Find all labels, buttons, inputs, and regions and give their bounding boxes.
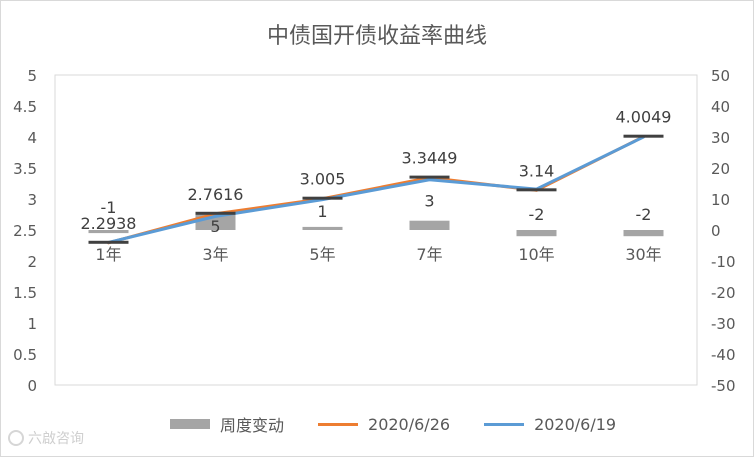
x-axis-tick-label: 3年 [202, 245, 228, 264]
left-axis-tick-label: 4 [27, 129, 37, 147]
series-line-2 [107, 135, 645, 244]
bar [409, 220, 450, 230]
plot-area [54, 74, 698, 386]
right-axis-tick-label: 40 [711, 98, 730, 116]
line-data-label: 3.14 [519, 161, 555, 180]
x-axis-tick-label: 1年 [95, 245, 121, 264]
watermark-text: 六啟咨询 [28, 431, 84, 447]
legend-swatch-line1 [318, 422, 359, 426]
right-axis-tick-label: 30 [711, 129, 730, 147]
right-axis-tick-label: -30 [711, 315, 736, 333]
bar-data-label: 3 [424, 192, 434, 211]
right-axis-tick-label: -50 [711, 377, 736, 395]
point-marker [516, 188, 557, 192]
left-axis-tick-label: 0 [27, 377, 37, 395]
legend-label-line2: 2020/6/19 [534, 414, 617, 434]
bar [88, 230, 129, 234]
legend-label-line1: 2020/6/26 [368, 414, 451, 434]
bar [516, 230, 557, 237]
right-axis-tick-label: 10 [711, 191, 730, 209]
left-axis-tick-label: 2.5 [13, 222, 37, 240]
left-axis-tick-label: 3 [27, 191, 37, 209]
right-axis-tick-label: 0 [711, 222, 721, 240]
legend-label-bar: 周度变动 [220, 416, 285, 435]
line-data-label: 2.7616 [188, 185, 244, 204]
legend-item-line1: 2020/6/26 [318, 415, 450, 434]
legend-swatch-line2 [484, 422, 525, 426]
x-axis-tick-label: 10年 [518, 245, 554, 264]
bar-data-label: 5 [210, 217, 220, 236]
point-marker [88, 240, 129, 244]
x-axis-tick-label: 5年 [309, 245, 335, 264]
right-axis-tick-label: -10 [711, 253, 736, 271]
point-marker [195, 211, 236, 215]
bar-data-label: 1 [317, 202, 327, 221]
legend-item-line2: 2020/6/19 [484, 415, 616, 434]
x-axis-tick-label: 7年 [416, 245, 442, 264]
watermark-logo-icon [8, 430, 24, 446]
line-data-label: 3.3449 [402, 149, 458, 168]
point-marker [302, 196, 343, 200]
bar-data-label: -2 [529, 205, 545, 224]
bar-data-label: -2 [636, 205, 652, 224]
point-marker [623, 134, 664, 138]
right-axis-tick-label: -40 [711, 346, 736, 364]
chart-title: 中债国开债收益率曲线 [266, 24, 487, 49]
right-axis-tick-label: 20 [711, 160, 730, 178]
left-axis-tick-label: 4.5 [13, 98, 37, 116]
left-axis-tick-label: 0.5 [13, 346, 37, 364]
legend-item-bar: 周度变动 [170, 412, 284, 436]
point-marker [409, 175, 450, 179]
legend: 周度变动 2020/6/26 2020/6/19 [170, 412, 616, 436]
x-axis-tick-label: 30年 [625, 245, 661, 264]
left-axis-tick-label: 2 [27, 253, 37, 271]
bar [623, 230, 664, 237]
left-axis-tick-label: 5 [27, 67, 37, 85]
line-data-label: 2.2938 [81, 214, 137, 233]
right-axis-tick-label: 50 [711, 67, 730, 85]
bar-data-label: -1 [101, 198, 117, 217]
left-axis-tick-label: 1.5 [13, 284, 37, 302]
right-axis-tick-label: -20 [711, 284, 736, 302]
legend-swatch-bar [170, 419, 210, 429]
line-data-label: 4.0049 [616, 108, 672, 127]
left-axis-tick-label: 3.5 [13, 160, 37, 178]
line-data-label: 3.005 [300, 170, 346, 189]
watermark: 六啟咨询 [8, 428, 84, 448]
bar [302, 226, 343, 230]
left-axis-tick-label: 1 [27, 315, 37, 333]
